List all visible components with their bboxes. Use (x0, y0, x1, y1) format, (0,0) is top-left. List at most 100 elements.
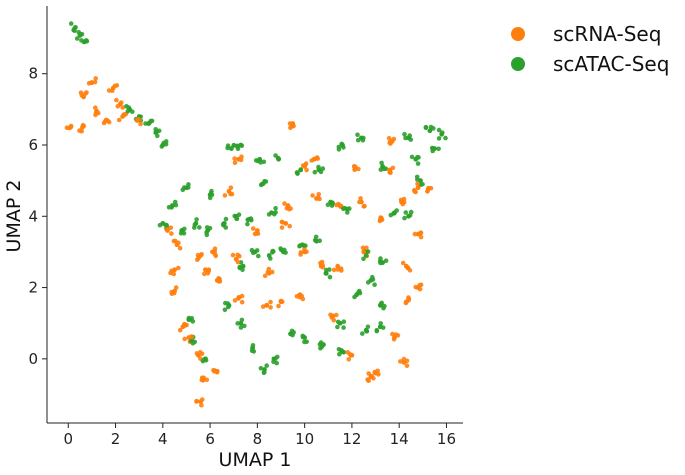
data-point-scatac (238, 325, 244, 330)
data-point-scatac (160, 221, 166, 226)
data-point-scatac (163, 142, 169, 147)
x-tick-label: 10 (295, 430, 314, 448)
data-point-scatac (223, 225, 229, 230)
data-point-scrna (279, 299, 285, 305)
data-point-scatac (246, 216, 252, 222)
data-point-scrna (404, 263, 409, 269)
data-point-scatac (225, 301, 231, 306)
data-point-scatac (264, 363, 270, 368)
data-point-scrna (282, 201, 287, 206)
data-point-scrna (415, 185, 421, 191)
data-point-scrna (233, 256, 239, 262)
data-point-scatac (289, 328, 295, 334)
data-point-scatac (379, 160, 384, 166)
data-point-scrna (80, 124, 85, 130)
data-point-scrna (266, 271, 272, 276)
y-axis-title: UMAP 2 (3, 180, 25, 253)
data-point-scatac (370, 274, 375, 280)
data-point-scatac (339, 141, 345, 147)
data-point-scatac (254, 248, 260, 253)
data-point-scatac (431, 126, 436, 131)
data-point-scrna (318, 260, 323, 266)
data-point-scrna (254, 231, 259, 236)
data-point-scrna (401, 360, 407, 365)
data-point-scatac (363, 253, 369, 258)
data-point-scatac (204, 232, 210, 238)
data-point-scatac (125, 108, 131, 114)
data-point-scatac (430, 146, 436, 151)
data-point-scatac (182, 185, 187, 190)
data-point-scatac (250, 343, 256, 348)
data-point-scrna (194, 399, 199, 404)
data-point-scatac (294, 170, 300, 175)
data-point-scatac (352, 294, 357, 300)
data-point-scatac (436, 146, 441, 152)
data-point-scatac (380, 325, 386, 330)
data-point-scatac (77, 33, 83, 38)
data-point-scatac (268, 256, 273, 261)
data-point-scatac (325, 202, 331, 208)
data-point-scatac (222, 221, 227, 226)
data-point-scatac (148, 118, 153, 124)
x-tick-label: 4 (158, 430, 168, 448)
data-point-scrna (398, 197, 404, 203)
data-point-scatac (74, 36, 80, 41)
data-point-scatac (236, 212, 242, 217)
data-point-scatac (166, 205, 172, 210)
data-point-scrna (266, 266, 272, 272)
data-point-scrna (279, 225, 285, 230)
data-point-scatac (301, 243, 307, 248)
data-point-scrna (331, 317, 337, 323)
data-point-scrna (418, 234, 424, 240)
data-point-scrna (136, 117, 141, 122)
data-point-scatac (335, 324, 340, 330)
data-point-scrna (116, 117, 122, 123)
data-point-scrna (122, 112, 127, 118)
data-point-scrna (176, 265, 181, 271)
data-point-scrna (198, 399, 203, 404)
data-point-scrna (93, 76, 98, 81)
data-point-scrna (114, 83, 120, 88)
data-point-scatac (378, 321, 384, 326)
data-point-scrna (236, 157, 241, 162)
x-tick-label: 6 (205, 430, 215, 448)
data-point-scatac (270, 248, 276, 254)
data-point-scatac (439, 132, 445, 137)
data-point-scrna (286, 206, 292, 212)
data-point-scrna (338, 266, 344, 271)
data-point-scrna (404, 363, 410, 369)
data-point-scrna (176, 240, 181, 246)
data-point-scrna (400, 201, 406, 207)
data-point-scrna (287, 223, 293, 229)
data-point-scatac (337, 320, 343, 326)
data-point-scatac (81, 39, 87, 45)
data-point-scatac (282, 247, 287, 253)
data-point-scatac (231, 143, 236, 148)
data-point-scatac (186, 185, 191, 190)
legend-marker-scatac (511, 57, 525, 71)
data-point-scrna (368, 374, 374, 380)
data-point-scrna (372, 369, 378, 375)
data-point-scrna (268, 299, 273, 305)
data-point-scrna (390, 165, 396, 171)
data-point-scrna (287, 121, 293, 126)
data-point-scrna (182, 321, 187, 327)
data-point-scrna (64, 125, 70, 130)
data-point-scrna (386, 136, 392, 141)
x-tick-label: 12 (342, 430, 361, 448)
x-tick-label: 2 (111, 430, 121, 448)
data-point-scatac (416, 155, 421, 160)
data-point-scatac (407, 213, 413, 218)
data-point-scrna (360, 245, 366, 251)
data-point-scatac (261, 370, 267, 376)
data-point-scrna (177, 245, 183, 251)
data-point-scatac (372, 282, 377, 288)
data-point-scrna (102, 119, 108, 124)
data-point-scatac (329, 203, 335, 208)
data-point-scrna (300, 296, 306, 302)
data-point-scrna (407, 268, 413, 273)
data-point-scatac (271, 356, 277, 362)
data-point-scrna (78, 90, 84, 95)
data-point-scrna (195, 252, 201, 258)
data-point-scatac (262, 179, 267, 184)
